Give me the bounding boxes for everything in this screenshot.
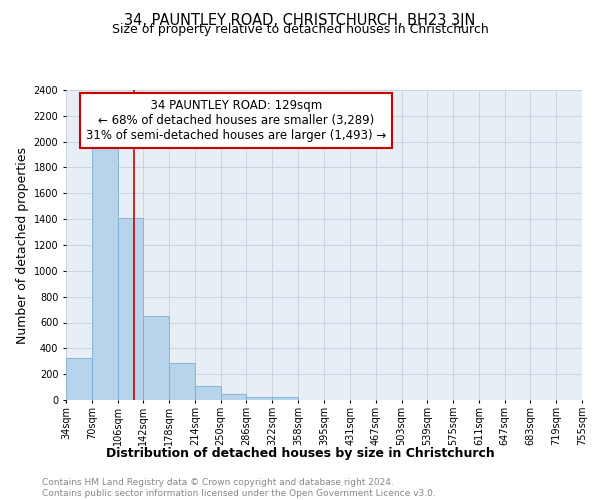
Text: Contains HM Land Registry data © Crown copyright and database right 2024.
Contai: Contains HM Land Registry data © Crown c… xyxy=(42,478,436,498)
Bar xyxy=(195,386,221,400)
Bar xyxy=(221,394,247,400)
Bar xyxy=(272,397,298,400)
Text: 34, PAUNTLEY ROAD, CHRISTCHURCH, BH23 3JN: 34, PAUNTLEY ROAD, CHRISTCHURCH, BH23 3J… xyxy=(124,12,476,28)
Y-axis label: Number of detached properties: Number of detached properties xyxy=(16,146,29,344)
Bar xyxy=(66,358,92,400)
Text: Size of property relative to detached houses in Christchurch: Size of property relative to detached ho… xyxy=(112,24,488,36)
Text: Distribution of detached houses by size in Christchurch: Distribution of detached houses by size … xyxy=(106,448,494,460)
Bar xyxy=(247,397,272,400)
Bar xyxy=(118,218,143,400)
Bar xyxy=(92,146,118,400)
Text: 34 PAUNTLEY ROAD: 129sqm  
← 68% of detached houses are smaller (3,289)
31% of s: 34 PAUNTLEY ROAD: 129sqm ← 68% of detach… xyxy=(86,100,386,142)
Bar xyxy=(143,316,169,400)
Bar xyxy=(169,363,195,400)
